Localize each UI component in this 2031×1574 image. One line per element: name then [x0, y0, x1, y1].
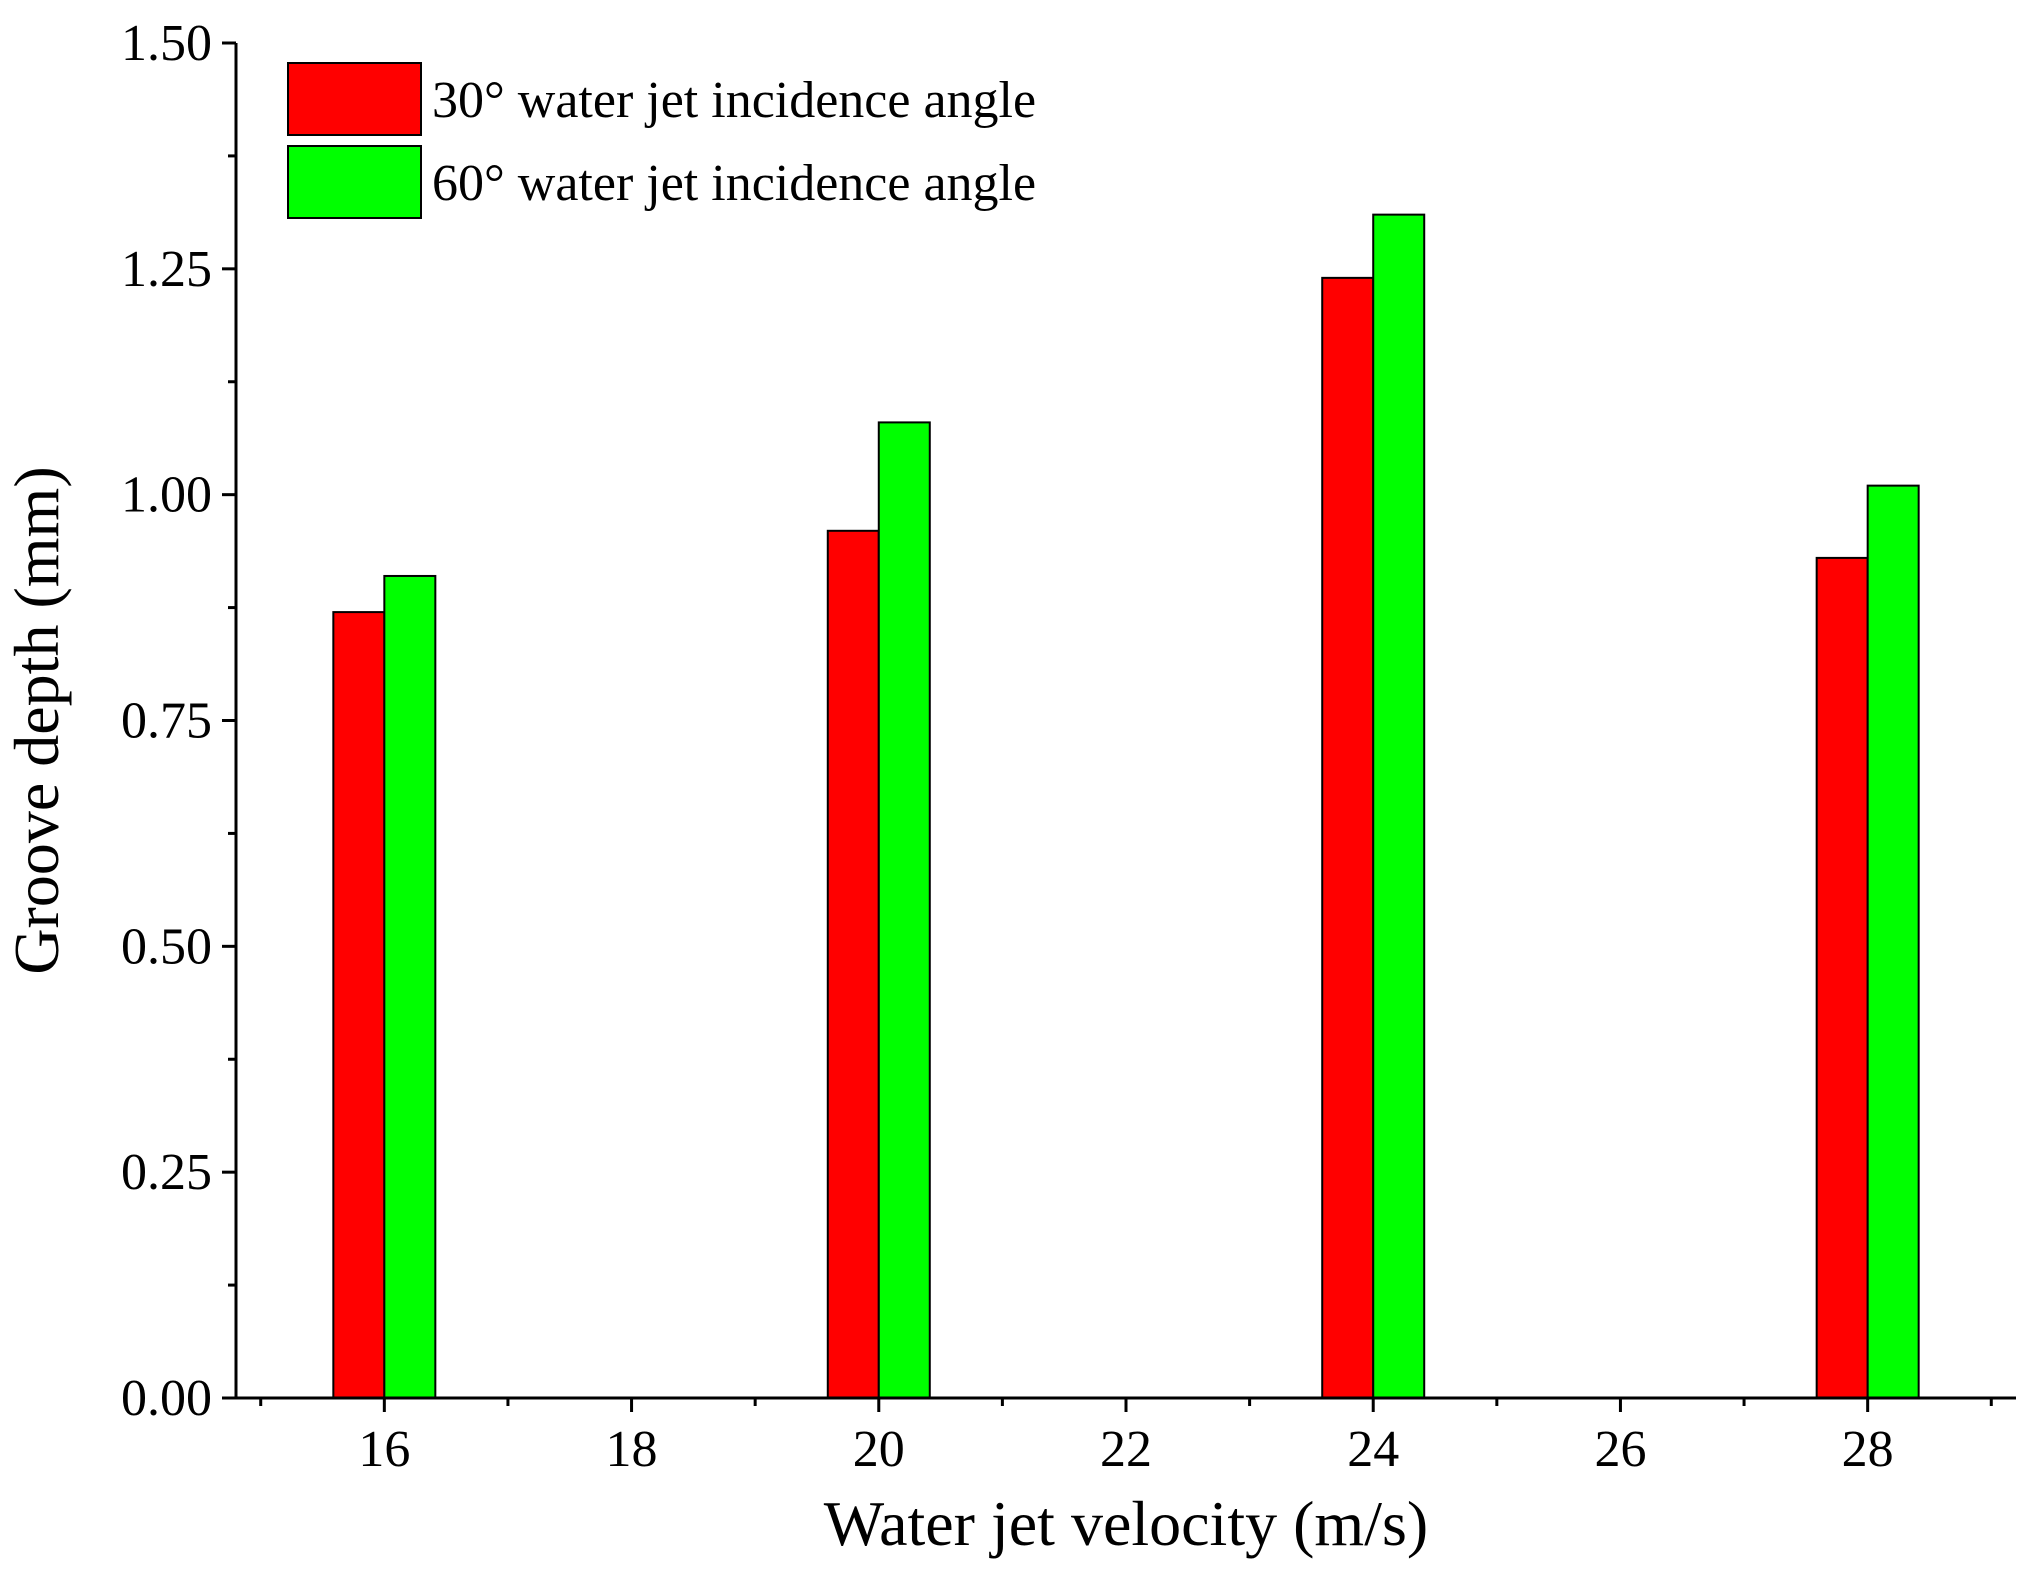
y-tick-label: 1.00 — [121, 467, 212, 524]
bars-group — [332, 213, 1920, 1400]
x-tick-label: 22 — [1100, 1421, 1152, 1478]
bar-series1-20 — [826, 529, 880, 1399]
y-tick-label: 1.50 — [121, 15, 212, 72]
legend-label-series2: 60° water jet incidence angle — [432, 155, 1036, 212]
bar-series2-20 — [877, 421, 931, 1399]
y-tick-label: 0.50 — [121, 918, 212, 975]
bar-series1-16 — [332, 611, 386, 1399]
y-axis-title: Groove depth (mm) — [1, 466, 72, 974]
bar-series2-24 — [1372, 213, 1426, 1400]
bar-series1-24 — [1321, 276, 1375, 1399]
legend: 30° water jet incidence angle 60° water j… — [287, 62, 1036, 219]
y-tick-label: 0.25 — [121, 1144, 212, 1201]
bar-series2-16 — [383, 574, 437, 1399]
x-tick-label: 28 — [1842, 1421, 1894, 1478]
bar-series2-28 — [1866, 484, 1920, 1399]
y-tick-label: 0.00 — [121, 1370, 212, 1427]
legend-swatch-series1 — [287, 62, 422, 136]
x-axis-title: Water jet velocity (m/s) — [824, 1488, 1428, 1559]
legend-label-series1: 30° water jet incidence angle — [432, 72, 1036, 129]
axes-group: 0.00 0.25 0.50 0.75 1.00 1.25 1.50 16 18 20 22 24 26… — [1, 15, 2016, 1559]
bar-series1-28 — [1815, 556, 1869, 1399]
x-tick-label: 16 — [358, 1421, 410, 1478]
x-tick-label: 18 — [606, 1421, 658, 1478]
x-tick-label: 26 — [1594, 1421, 1646, 1478]
x-tick-label: 24 — [1347, 1421, 1399, 1478]
y-tick-label: 1.25 — [121, 241, 212, 298]
legend-swatch-series2 — [287, 145, 422, 219]
y-tick-label: 0.75 — [121, 693, 212, 750]
x-tick-label: 20 — [853, 1421, 905, 1478]
